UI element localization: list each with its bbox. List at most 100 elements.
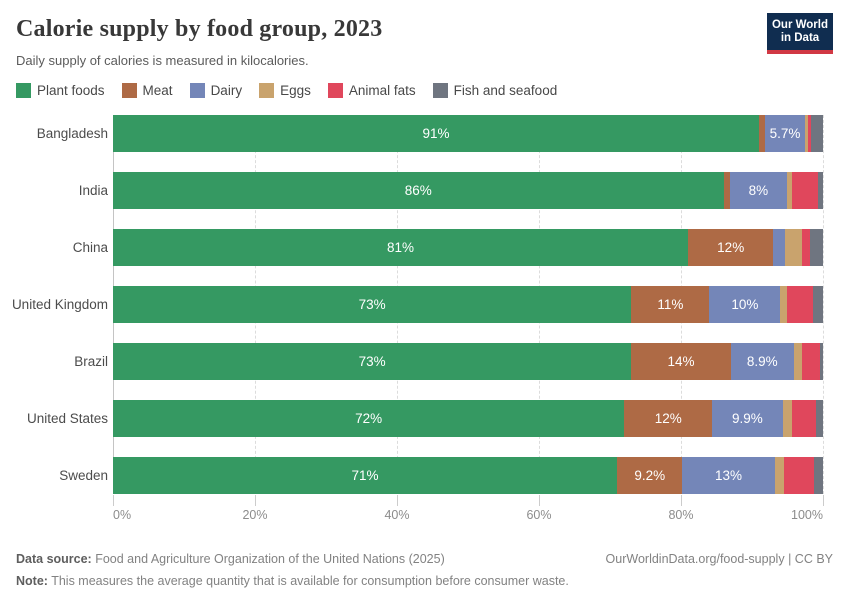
note-label: Note:: [16, 574, 48, 588]
bar-segment-plant-foods[interactable]: 86%: [113, 172, 724, 209]
axis-tick-label: 60%: [526, 508, 552, 522]
footer-url-link[interactable]: OurWorldinData.org/food-supply: [605, 552, 785, 566]
bar-segment-plant-foods[interactable]: 81%: [113, 229, 689, 266]
country-label[interactable]: Brazil: [74, 354, 108, 369]
bar-track: 72% 12% 9.9%: [113, 400, 823, 437]
bar-segment-fish-and-seafood[interactable]: [810, 115, 823, 152]
bar-segment-eggs[interactable]: [786, 172, 792, 209]
owid-logo-line2: in Data: [780, 32, 820, 44]
bar-segment-meat[interactable]: 12%: [624, 400, 713, 437]
bar-segment-label: 73%: [358, 297, 386, 312]
bar-track: 91% 5.7%: [113, 115, 823, 152]
legend-swatch-plant-foods: [16, 83, 31, 98]
footer-right: OurWorldinData.org/food-supply | CC BY: [606, 552, 833, 566]
legend-label: Eggs: [280, 83, 311, 98]
bar-segment-plant-foods[interactable]: 91%: [113, 115, 760, 152]
bar-track: 81% 12%: [113, 229, 823, 266]
chart-row-china: China 81% 12%: [16, 229, 823, 266]
bar-segment-plant-foods[interactable]: 71%: [113, 457, 618, 494]
bar-segment-label: 81%: [387, 240, 415, 255]
legend-item-dairy[interactable]: Dairy: [189, 83, 243, 98]
bar-segment-dairy[interactable]: 10%: [709, 286, 781, 323]
bar-segment-plant-foods[interactable]: 73%: [113, 286, 632, 323]
footer-license-link[interactable]: CC BY: [794, 552, 833, 566]
footer-note: Note: This measures the average quantity…: [16, 574, 833, 588]
legend-label: Plant foods: [37, 83, 105, 98]
bar-segment-label: 73%: [358, 354, 386, 369]
legend-item-animal-fats[interactable]: Animal fats: [327, 83, 416, 98]
owid-logo-line1: Our World: [771, 19, 828, 31]
bar-segment-animal-fats[interactable]: [787, 286, 814, 323]
bar-segment-eggs[interactable]: [782, 400, 792, 437]
bar-segment-plant-foods[interactable]: 73%: [113, 343, 632, 380]
owid-logo-accent-bar: [767, 50, 833, 54]
legend-label: Dairy: [210, 83, 243, 98]
bar-segment-label: 12%: [717, 240, 745, 255]
note-text: This measures the average quantity that …: [51, 574, 569, 588]
country-label[interactable]: United Kingdom: [11, 297, 108, 312]
bar-segment-label: 10%: [731, 297, 759, 312]
bar-segment-meat[interactable]: 12%: [688, 229, 774, 266]
bar-track: 73% 11% 10%: [113, 286, 823, 323]
gridline: [823, 115, 824, 494]
axis-tick: [539, 495, 540, 506]
bar-segment-meat[interactable]: [723, 172, 730, 209]
bar-segment-dairy[interactable]: 8.9%: [730, 343, 794, 380]
chart-row-united-kingdom: United Kingdom 73% 11% 10%: [11, 286, 823, 323]
chart-header: Calorie supply by food group, 2023 Daily…: [0, 0, 850, 68]
country-label[interactable]: Bangladesh: [36, 126, 108, 141]
bar-segment-dairy[interactable]: 5.7%: [764, 115, 806, 152]
legend-item-fish-and-seafood[interactable]: Fish and seafood: [432, 83, 557, 98]
chart-row-brazil: Brazil 73% 14% 8.9%: [16, 343, 823, 380]
bar-segment-eggs[interactable]: [805, 115, 809, 152]
bar-segment-fish-and-seafood[interactable]: [814, 457, 823, 494]
country-label[interactable]: Sweden: [59, 468, 108, 483]
bar-segment-animal-fats[interactable]: [783, 457, 815, 494]
datasource-label: Data source:: [16, 552, 92, 566]
bar-segment-dairy[interactable]: [773, 229, 786, 266]
bar-segment-eggs[interactable]: [785, 229, 802, 266]
bar-segment-fish-and-seafood[interactable]: [820, 343, 823, 380]
bar-segment-animal-fats[interactable]: [808, 115, 811, 152]
bar-segment-label: 12%: [654, 411, 682, 426]
bar-segment-label: 14%: [667, 354, 695, 369]
bar-segment-fish-and-seafood[interactable]: [813, 286, 823, 323]
legend-swatch-animal-fats: [327, 83, 343, 98]
bar-segment-meat[interactable]: 11%: [631, 286, 710, 323]
bar-segment-fish-and-seafood[interactable]: [815, 400, 823, 437]
legend-item-eggs[interactable]: Eggs: [259, 83, 311, 98]
axis-tick-label: 80%: [668, 508, 694, 522]
bar-segment-animal-fats[interactable]: [801, 343, 821, 380]
footer-datasource: Data source: Food and Agriculture Organi…: [16, 552, 445, 566]
country-label[interactable]: China: [72, 240, 108, 255]
bar-segment-dairy[interactable]: 8%: [729, 172, 787, 209]
legend-item-plant-foods[interactable]: Plant foods: [16, 83, 105, 98]
legend-item-meat[interactable]: Meat: [121, 83, 173, 98]
footer: Data source: Food and Agriculture Organi…: [16, 552, 833, 588]
bar-segment-eggs[interactable]: [780, 286, 788, 323]
bar-segment-fish-and-seafood[interactable]: [818, 172, 823, 209]
bar-segment-animal-fats[interactable]: [791, 172, 818, 209]
bar-segment-label: 11%: [657, 297, 684, 312]
bar-segment-meat[interactable]: 14%: [631, 343, 731, 380]
country-label[interactable]: India: [78, 183, 108, 198]
bar-segment-meat[interactable]: [759, 115, 765, 152]
axis-tick-label: 40%: [384, 508, 410, 522]
bar-segment-eggs[interactable]: [793, 343, 802, 380]
country-label[interactable]: United States: [26, 411, 108, 426]
legend-swatch-fish-and-seafood: [432, 83, 448, 98]
bar-segment-label: 9.2%: [634, 468, 666, 483]
bar-segment-meat[interactable]: 9.2%: [617, 457, 683, 494]
bar-segment-eggs[interactable]: [774, 457, 784, 494]
stacked-bar-chart: Bangladesh 91% 5.7% India 86% 8% China 81% 12% Un…: [0, 115, 850, 506]
bar-segment-plant-foods[interactable]: 72%: [113, 400, 625, 437]
bar-segment-fish-and-seafood[interactable]: [810, 229, 823, 266]
owid-logo[interactable]: Our World in Data: [767, 13, 833, 54]
bar-segment-animal-fats[interactable]: [801, 229, 811, 266]
axis-tick-label: 100%: [791, 508, 823, 522]
bar-segment-dairy[interactable]: 9.9%: [712, 400, 783, 437]
bar-segment-label: 86%: [404, 183, 432, 198]
axis-spacer: [16, 508, 113, 524]
bar-segment-dairy[interactable]: 13%: [682, 457, 775, 494]
bar-segment-animal-fats[interactable]: [791, 400, 816, 437]
